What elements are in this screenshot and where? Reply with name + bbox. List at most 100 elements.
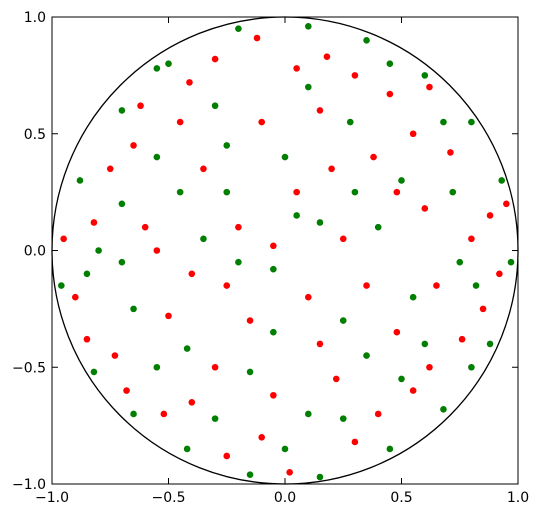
point (123, 387, 130, 394)
point (95, 247, 102, 254)
point (316, 473, 324, 481)
point (293, 212, 300, 219)
point (293, 65, 300, 72)
point (386, 90, 394, 98)
point (153, 153, 161, 161)
point (332, 375, 340, 383)
point (176, 188, 184, 196)
point (293, 188, 300, 196)
point (235, 258, 242, 266)
point (458, 335, 466, 343)
point (409, 293, 417, 301)
point (305, 293, 312, 301)
point (246, 471, 254, 478)
point (449, 188, 457, 196)
point (421, 340, 429, 348)
point (421, 205, 429, 212)
point (118, 258, 126, 266)
x-tick-label: 1.0 (507, 490, 529, 506)
point (188, 270, 196, 278)
point (328, 165, 335, 173)
point (211, 415, 219, 422)
point (472, 282, 480, 289)
point (351, 72, 359, 79)
point (141, 223, 149, 231)
point (183, 345, 191, 352)
point (440, 405, 447, 413)
point (153, 247, 161, 254)
point (165, 60, 172, 67)
point (130, 305, 137, 313)
point (211, 102, 219, 110)
point (130, 142, 137, 149)
point (339, 235, 347, 243)
point (440, 118, 447, 126)
point (60, 235, 67, 243)
point (398, 375, 405, 383)
point (456, 258, 464, 266)
point (223, 142, 231, 149)
point (270, 265, 277, 273)
point (223, 452, 231, 460)
point (316, 107, 324, 114)
point (270, 242, 277, 250)
point (305, 410, 312, 418)
point (111, 352, 119, 359)
point (90, 368, 98, 376)
point (200, 165, 207, 173)
point (323, 53, 331, 60)
point (118, 200, 126, 208)
point (83, 335, 91, 343)
point (186, 79, 193, 86)
point (374, 410, 382, 418)
point (153, 363, 161, 371)
point (160, 410, 168, 418)
point (183, 445, 191, 453)
point (58, 282, 65, 289)
point (433, 282, 440, 289)
point (235, 25, 242, 32)
point (370, 153, 377, 161)
point (426, 83, 433, 91)
point (130, 410, 137, 418)
point (339, 415, 347, 422)
point (374, 223, 382, 231)
point (281, 153, 289, 161)
point (409, 387, 417, 394)
point (447, 149, 454, 156)
point (83, 270, 91, 278)
x-tick-label: −0.5 (152, 490, 186, 506)
point (363, 282, 370, 289)
point (90, 219, 98, 226)
point (421, 72, 429, 79)
point (393, 328, 401, 336)
point (316, 340, 324, 348)
point (363, 37, 370, 44)
x-tick-label: −1.0 (35, 490, 69, 506)
point (426, 363, 433, 371)
point (223, 282, 231, 289)
point (211, 363, 219, 371)
point (386, 445, 394, 453)
x-tick-label: 0.5 (390, 490, 412, 506)
point (351, 438, 359, 446)
point (339, 317, 347, 324)
point (468, 235, 475, 243)
point (258, 434, 266, 441)
point (270, 391, 277, 399)
point (153, 65, 161, 72)
point (246, 368, 254, 376)
point (386, 60, 394, 67)
point (496, 270, 503, 278)
x-tick-label: 0.0 (274, 490, 296, 506)
point (498, 177, 505, 184)
point (106, 165, 114, 173)
point (468, 118, 475, 126)
point (137, 102, 144, 110)
point (246, 317, 254, 324)
point (486, 340, 494, 348)
y-tick-label: 0.5 (24, 127, 46, 143)
point (393, 188, 401, 196)
